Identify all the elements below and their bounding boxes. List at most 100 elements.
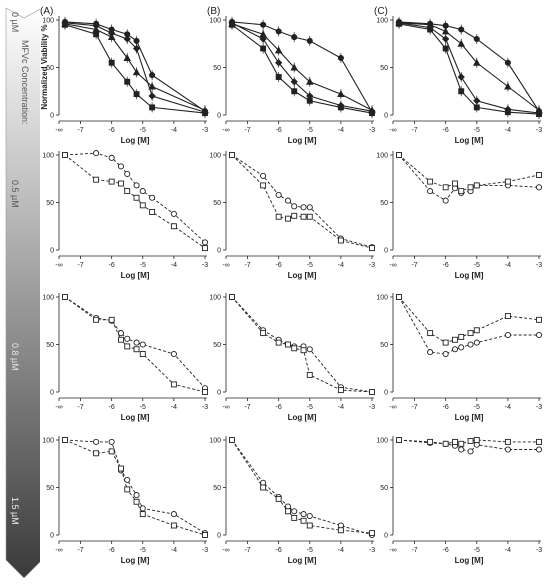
y-tick-label: 100 [42,438,54,445]
series-line [398,154,540,202]
x-tick-label: -∞ [222,127,229,134]
data-point-circle [201,239,209,246]
y-tick-label: 100 [376,295,388,302]
y-tick-label: 100 [376,438,388,445]
x-tick-label: -6 [276,262,282,269]
series-line [231,154,373,248]
data-point-circle [458,344,465,351]
x-tick-label: -6 [443,404,449,411]
data-point-square [62,294,68,300]
y-tick-label: 100 [209,295,221,302]
x-tick-label: -5 [140,547,146,554]
y-tick-label: 50 [213,65,221,72]
data-point-circle [291,508,298,515]
x-tick-label: -5 [307,127,313,134]
data-point-square [536,316,542,323]
x-tick-label: -4 [338,127,344,134]
x-axis-label: Log [M] [288,271,317,280]
y-tick-label: 50 [380,200,388,207]
data-point-circle [133,339,140,346]
x-tick-label: -∞ [389,547,396,554]
data-point-square [536,171,542,178]
data-point-square [275,495,282,502]
chart-panel: 0 50 100 -∞ -7 -6 -5 -4 -3 Log [M] [42,293,208,422]
y-tick-label: 0 [50,248,54,255]
data-point-circle [124,170,131,178]
x-axis-label: Log [M] [121,556,150,565]
column-label-b: (B) [207,6,221,17]
data-point-square [139,202,146,209]
data-point-square [229,437,235,443]
data-point-square [306,371,313,378]
y-tick-label: 100 [209,438,221,445]
y-tick-label: 100 [376,153,388,160]
data-point-circle [133,492,140,499]
data-point-square [149,209,156,215]
data-point-circle [427,349,434,356]
series-line [398,21,540,112]
x-axis-label: Log [M] [455,271,484,280]
x-tick-label: -3 [369,404,375,411]
data-point-circle [535,331,543,339]
x-axis-label: Log [M] [455,136,484,145]
x-tick-label: -6 [443,262,449,269]
x-tick-label: -6 [109,262,115,269]
x-axis-label: Log [M] [455,556,484,565]
data-point-square [467,438,474,444]
x-tick-label: -5 [474,262,480,269]
data-point-square [427,178,434,185]
data-point-square [93,176,100,183]
data-point-circle [473,339,480,346]
x-tick-label: -3 [536,127,542,134]
y-tick-label: 100 [42,153,54,160]
x-axis-label: Log [M] [455,413,484,422]
chart-panel: 0 50 100 -∞ -7 -6 -5 -4 -3 Log [M] [42,16,209,145]
data-point-circle [124,335,131,342]
data-point-square [458,440,465,447]
data-point-circle [93,438,100,445]
data-point-square [458,333,465,340]
x-axis-label: Log [M] [288,556,317,565]
x-tick-label: -∞ [55,127,62,134]
y-tick-label: 50 [46,485,54,492]
x-axis-label: Log [M] [288,413,317,422]
data-point-square [108,448,115,455]
data-point-square [118,180,124,187]
x-tick-label: -4 [338,547,344,554]
data-point-circle [458,446,465,453]
chart-panel: 0 50 100 -∞ -7 -6 -5 -4 -3 Log [M] [376,151,542,280]
data-point-square [260,330,267,337]
column-label-a: (A) [40,6,54,17]
x-tick-label: -∞ [389,262,396,269]
data-point-square [452,180,458,187]
x-tick-label: -4 [338,262,344,269]
data-point-circle [275,191,282,198]
y-tick-label: 0 [50,113,54,120]
data-point-circle [451,346,459,353]
chart-panel: 0 50 100 -∞ -7 -6 -5 -4 -3 Log [M] [376,293,542,422]
data-point-square [285,341,291,348]
x-tick-label: -5 [474,547,480,554]
data-point-circle [117,163,125,170]
y-tick-label: 0 [217,113,221,120]
series-line [398,439,539,452]
x-tick-label: -6 [443,547,449,554]
data-point-square [124,343,131,350]
data-point-square [275,339,282,346]
y-tick-label: 50 [46,200,54,207]
x-tick-label: -7 [411,547,417,554]
x-tick-label: -3 [202,262,208,269]
data-point-square [396,294,402,300]
data-point-square [170,223,177,230]
x-tick-label: -∞ [389,127,396,134]
data-point-circle [139,341,146,348]
data-point-circle [535,446,543,453]
x-tick-label: -4 [171,262,177,269]
data-point-circle [284,197,292,204]
x-tick-label: -∞ [55,262,62,269]
data-point-circle [108,154,115,161]
y-tick-label: 0 [217,248,221,255]
x-tick-label: -6 [109,547,115,554]
chart-panel: 0 50 100 -∞ -7 -6 -5 -4 -3 Log [M] [42,150,209,280]
data-point-circle [504,331,511,339]
